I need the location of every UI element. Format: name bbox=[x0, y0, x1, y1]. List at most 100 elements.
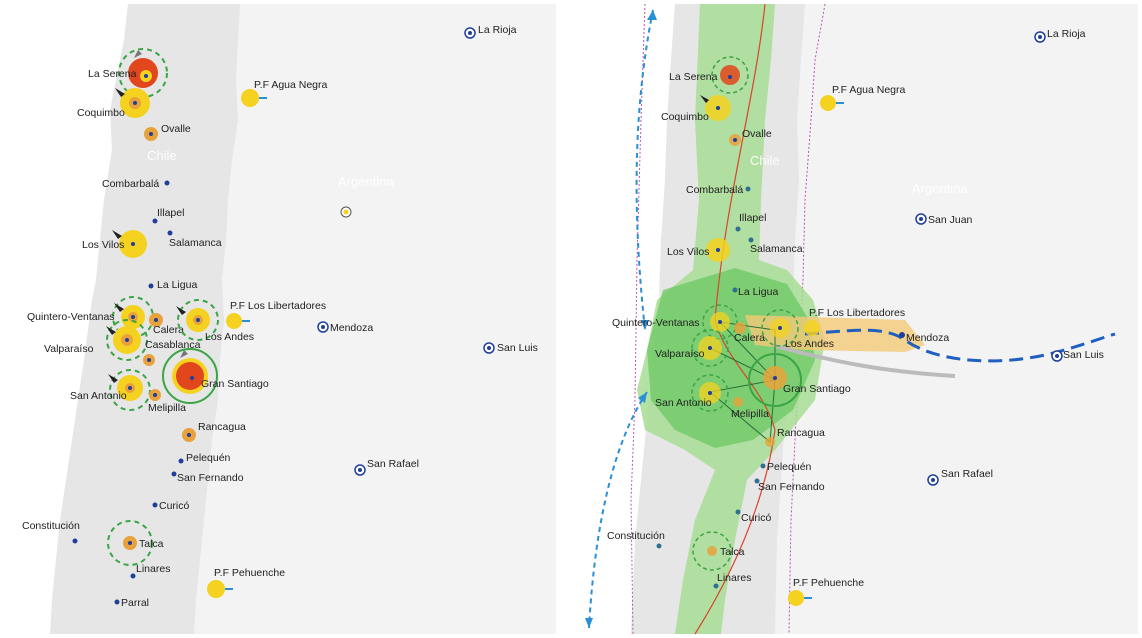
right-label-san-fernando: San Fernando bbox=[758, 481, 825, 493]
right-label-la-serena: La Serena bbox=[669, 71, 718, 83]
city-dot-icon bbox=[128, 386, 132, 390]
port-anchor-icon bbox=[106, 326, 116, 335]
left-chile-label: Chile bbox=[147, 148, 177, 163]
city-dot-icon[interactable] bbox=[656, 543, 662, 549]
right-label-la-ligua: La Ligua bbox=[738, 286, 778, 298]
port-anchor-icon bbox=[115, 88, 125, 97]
city-dot-icon bbox=[190, 376, 194, 380]
city-dot-icon[interactable] bbox=[130, 573, 136, 579]
right-quintero-ring bbox=[702, 304, 738, 340]
port-anchor-icon bbox=[114, 303, 124, 312]
right-grey-route bbox=[774, 344, 956, 378]
city-dot-icon[interactable] bbox=[732, 287, 738, 293]
left-label-valparaiso: Valparaíso bbox=[44, 343, 94, 355]
city-dot-icon[interactable] bbox=[167, 230, 173, 236]
left-label-san-fernando: San Fernando bbox=[177, 472, 244, 484]
city-dot-icon[interactable] bbox=[745, 186, 751, 192]
city-dot-icon bbox=[733, 138, 737, 142]
city-dot-icon[interactable] bbox=[760, 463, 766, 469]
city-dot-icon[interactable] bbox=[748, 237, 754, 243]
right-rancagua-marker[interactable] bbox=[765, 437, 775, 447]
right-mendoza-marker[interactable] bbox=[899, 332, 905, 338]
right-chile-label: Chile bbox=[750, 153, 780, 168]
city-dot-icon bbox=[125, 338, 129, 342]
right-map-panel: La Serena Coquimbo Ovalle Chile Combarba… bbox=[575, 0, 1142, 638]
right-label-pehuenche: P.F Pehuenche bbox=[793, 577, 864, 589]
right-label-linares: Linares bbox=[717, 572, 751, 584]
right-valparaiso-ring bbox=[691, 329, 729, 367]
left-pehuenche-marker[interactable] bbox=[207, 580, 225, 598]
city-dot-icon[interactable] bbox=[754, 478, 760, 484]
left-label-la-serena: La Serena bbox=[88, 68, 137, 80]
city-dot-icon bbox=[196, 318, 200, 322]
left-san-antonio-ring bbox=[109, 369, 151, 411]
left-label-los-vilos: Los Vilos bbox=[82, 239, 124, 251]
city-dot-icon bbox=[133, 101, 137, 105]
city-dot-icon bbox=[154, 318, 158, 322]
right-calera-marker[interactable] bbox=[734, 322, 746, 334]
left-label-quintero: Quintero-Ventanas bbox=[27, 311, 115, 323]
left-agua-negra-marker[interactable] bbox=[241, 89, 259, 107]
right-los-andes-ring bbox=[761, 309, 799, 347]
city-dot-icon bbox=[128, 541, 132, 545]
city-dot-icon bbox=[716, 248, 720, 252]
port-anchor-icon bbox=[176, 306, 186, 315]
right-talca-marker[interactable] bbox=[707, 546, 717, 556]
right-los-libertadores-marker[interactable] bbox=[804, 320, 820, 336]
right-label-curico: Curicó bbox=[741, 512, 772, 524]
city-dot-icon[interactable] bbox=[72, 538, 78, 544]
left-label-calera: Calera bbox=[153, 324, 184, 336]
right-label-los-vilos: Los Vilos bbox=[667, 246, 709, 258]
left-label-rancagua: Rancagua bbox=[198, 421, 246, 433]
city-dot-icon[interactable] bbox=[735, 226, 741, 232]
city-dot-icon[interactable] bbox=[735, 509, 741, 515]
city-dot-icon bbox=[487, 346, 491, 350]
left-santiago-marker[interactable] bbox=[176, 362, 204, 390]
right-santiago-ring bbox=[748, 353, 802, 407]
city-dot-icon[interactable] bbox=[713, 583, 719, 589]
arrow-head-icon bbox=[585, 618, 593, 628]
left-unlabeled-core bbox=[343, 209, 349, 215]
right-label-gran-santiago: Gran Santiago bbox=[783, 383, 851, 395]
city-dot-icon[interactable] bbox=[164, 180, 170, 186]
left-ocean bbox=[8, 4, 128, 634]
right-label-rancagua: Rancagua bbox=[777, 427, 825, 439]
arrow-head-icon bbox=[638, 392, 647, 403]
right-label-valparaiso: Valparaíso bbox=[655, 348, 705, 360]
right-label-calera: Calera bbox=[734, 332, 765, 344]
right-label-melipilla: Melipilla bbox=[731, 408, 769, 420]
left-los-libertadores-marker[interactable] bbox=[226, 313, 242, 329]
city-dot-icon bbox=[468, 31, 472, 35]
city-dot-icon[interactable] bbox=[152, 218, 158, 224]
left-santiago-ring bbox=[162, 348, 218, 404]
left-label-salamanca: Salamanca bbox=[169, 237, 222, 249]
city-dot-icon bbox=[728, 75, 732, 79]
right-label-illapel: Illapel bbox=[739, 212, 766, 224]
right-pehuenche-marker[interactable] bbox=[788, 590, 804, 606]
city-dot-icon[interactable] bbox=[152, 502, 158, 508]
city-dot-icon[interactable] bbox=[114, 599, 120, 605]
left-label-ovalle: Ovalle bbox=[161, 123, 191, 135]
left-argentina-label: Argentina bbox=[338, 174, 394, 189]
right-international-border-line bbox=[788, 3, 826, 635]
city-dot-icon[interactable] bbox=[178, 458, 184, 464]
left-label-la-ligua: La Ligua bbox=[157, 279, 197, 291]
right-melipilla-marker[interactable] bbox=[733, 397, 743, 407]
city-dot-icon bbox=[131, 315, 135, 319]
right-agua-negra-marker[interactable] bbox=[820, 95, 836, 111]
left-label-la-rioja: La Rioja bbox=[478, 24, 517, 36]
city-dot-icon[interactable] bbox=[148, 283, 154, 289]
left-map: Chile Argentina La Serena Coquimbo Ovall… bbox=[0, 0, 560, 638]
city-dot-icon bbox=[153, 393, 157, 397]
left-label-los-libertadores: P.F Los Libertadores bbox=[230, 300, 326, 312]
right-label-mendoza: Mendoza bbox=[906, 332, 949, 344]
left-label-curico: Curicó bbox=[159, 500, 190, 512]
city-dot-icon bbox=[708, 391, 712, 395]
city-dot-icon[interactable] bbox=[171, 471, 177, 477]
left-label-san-rafael: San Rafael bbox=[367, 458, 419, 470]
airport-icon bbox=[134, 50, 142, 58]
right-map: La Serena Coquimbo Ovalle Chile Combarba… bbox=[575, 0, 1142, 638]
port-anchor-icon bbox=[700, 95, 709, 103]
left-label-coquimbo: Coquimbo bbox=[77, 107, 125, 119]
left-valparaiso-ring bbox=[106, 319, 148, 361]
